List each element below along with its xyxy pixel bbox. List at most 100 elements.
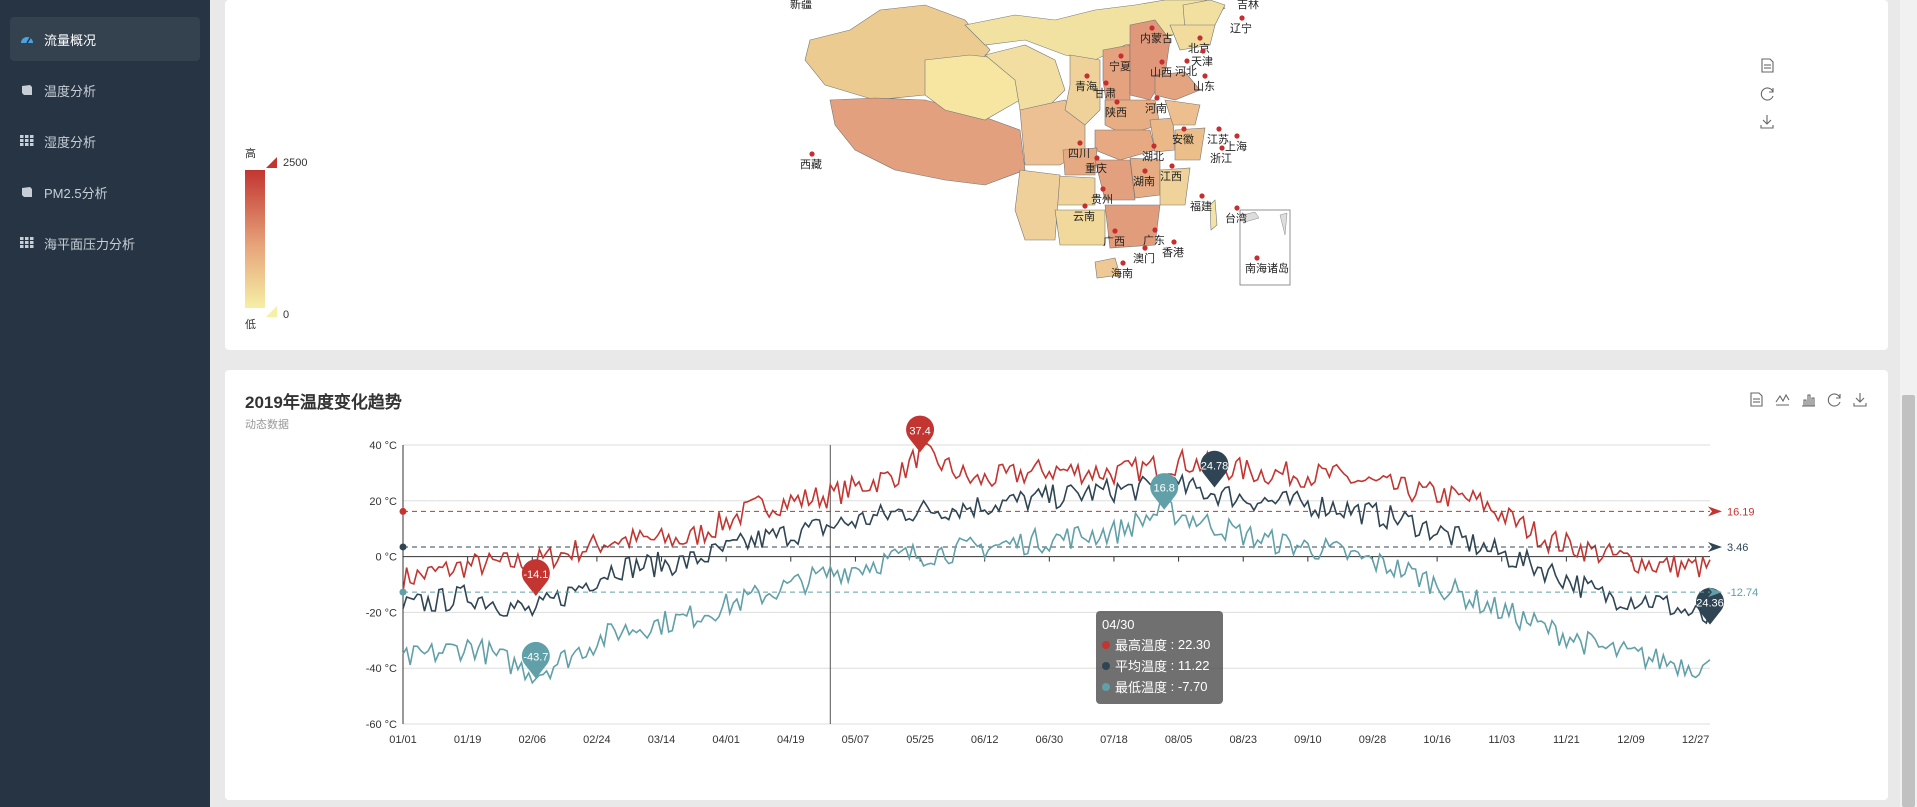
map-point[interactable] bbox=[1142, 168, 1148, 174]
icon-cell bbox=[25, 139, 29, 142]
icon-cell bbox=[20, 245, 24, 248]
map-region-label: 甘肃 bbox=[1094, 87, 1116, 100]
scrollbar-thumb[interactable] bbox=[1902, 395, 1915, 807]
map-point[interactable] bbox=[1159, 59, 1165, 65]
tooltip-row-min: 最低温度 : -7.70 bbox=[1102, 676, 1217, 697]
map-region[interactable] bbox=[1164, 99, 1201, 126]
tooltip-row-avg: 平均温度 : 11.22 bbox=[1102, 655, 1217, 676]
map-point[interactable] bbox=[1103, 80, 1109, 86]
map-region[interactable] bbox=[1104, 204, 1161, 249]
map-point[interactable] bbox=[1184, 58, 1190, 64]
icon-part bbox=[1760, 115, 1774, 129]
sidebar: 流量概况温度分析湿度分析 PM2.5分析海平面压力分析 bbox=[0, 0, 210, 807]
map-region[interactable] bbox=[1064, 54, 1101, 126]
tooltip-colon: : bbox=[1167, 637, 1178, 652]
icon-shape bbox=[22, 187, 32, 197]
map-point[interactable] bbox=[1082, 203, 1088, 209]
visual-map-bar[interactable] bbox=[245, 170, 265, 308]
restore-icon[interactable] bbox=[1760, 87, 1774, 101]
tooltip-colon: : bbox=[1167, 679, 1178, 694]
map-point[interactable] bbox=[1100, 186, 1106, 192]
map-point[interactable] bbox=[1118, 53, 1124, 59]
sidebar-item-3[interactable]: 湿度分析 bbox=[10, 119, 200, 163]
map-point[interactable] bbox=[1216, 126, 1222, 132]
map-region[interactable] bbox=[1014, 169, 1061, 241]
map-region-label: 浙江 bbox=[1210, 152, 1232, 165]
map-point[interactable] bbox=[1114, 99, 1120, 105]
icon-cell bbox=[30, 245, 34, 248]
save-image-icon[interactable] bbox=[1760, 115, 1774, 129]
icon-shape bbox=[22, 85, 32, 95]
map-region[interactable] bbox=[1169, 24, 1216, 51]
map-region-label: 海南 bbox=[1111, 266, 1133, 280]
map-point[interactable] bbox=[1197, 35, 1203, 41]
map-point[interactable] bbox=[1154, 95, 1160, 101]
vertical-scrollbar[interactable] bbox=[1900, 0, 1917, 807]
icon-cell bbox=[20, 241, 24, 244]
map-point[interactable] bbox=[1219, 145, 1225, 151]
map-region[interactable] bbox=[1209, 199, 1218, 231]
tooltip-label: 最低温度 bbox=[1115, 680, 1168, 695]
map-region-label: 重庆 bbox=[1085, 161, 1107, 175]
map-point[interactable] bbox=[1169, 163, 1175, 169]
tooltip-date: 04/30 bbox=[1102, 617, 1135, 632]
map-point[interactable] bbox=[1202, 73, 1208, 79]
sidebar-item-label: 湿度分析 bbox=[44, 134, 97, 150]
visual-map-handle-bottom[interactable] bbox=[266, 306, 277, 317]
map-point[interactable] bbox=[1077, 140, 1083, 146]
map-region[interactable] bbox=[924, 54, 1021, 121]
map-region[interactable] bbox=[829, 97, 1026, 186]
tooltip-dot-icon bbox=[1102, 640, 1110, 649]
map-region-label: 天津 bbox=[1191, 55, 1213, 68]
map-region[interactable] bbox=[1174, 127, 1206, 161]
map-region-label: 江西 bbox=[1160, 170, 1182, 183]
map-point[interactable] bbox=[1200, 48, 1206, 54]
icon-cell bbox=[25, 135, 29, 138]
map-point[interactable] bbox=[1112, 228, 1118, 234]
map-region[interactable] bbox=[1159, 167, 1191, 206]
sidebar-item-4[interactable]: PM2.5分析 bbox=[10, 170, 200, 214]
icon-cell bbox=[25, 245, 29, 248]
map-point[interactable] bbox=[1254, 255, 1260, 261]
sidebar-item-5[interactable]: 海平面压力分析 bbox=[10, 221, 200, 265]
sidebar-item-2[interactable]: 温度分析 bbox=[10, 68, 200, 112]
map-region-label: 贵州 bbox=[1091, 193, 1113, 206]
visual-map-min-label: 0 bbox=[283, 309, 289, 321]
map-point[interactable] bbox=[1120, 260, 1126, 266]
map-region[interactable] bbox=[1094, 129, 1156, 161]
dashboard-icon bbox=[21, 37, 33, 44]
data-view-icon[interactable] bbox=[1761, 58, 1774, 73]
map-point[interactable] bbox=[1142, 245, 1148, 251]
map-point[interactable] bbox=[1234, 133, 1240, 139]
map-region-label: 云南 bbox=[1073, 210, 1095, 223]
sidebar-item-label: 海平面压力分析 bbox=[44, 236, 136, 252]
icon-cell bbox=[20, 237, 24, 240]
map-point[interactable] bbox=[1234, 205, 1240, 211]
map-region[interactable] bbox=[984, 44, 1066, 111]
map-point[interactable] bbox=[1171, 239, 1177, 245]
map-point[interactable] bbox=[1199, 193, 1205, 199]
map-region-label: 南海诸岛 bbox=[1245, 261, 1289, 275]
map-region[interactable] bbox=[1054, 209, 1106, 246]
icon-cell bbox=[30, 237, 34, 240]
chart-title: 2019年温度变化趋势 bbox=[245, 393, 402, 412]
map-point[interactable] bbox=[1149, 25, 1155, 31]
map-point[interactable] bbox=[1239, 15, 1245, 21]
map-point[interactable] bbox=[1084, 73, 1090, 79]
map-region[interactable] bbox=[1094, 257, 1121, 279]
map-region[interactable] bbox=[1154, 71, 1201, 101]
map-point[interactable] bbox=[1094, 155, 1100, 161]
map-point[interactable] bbox=[1181, 126, 1187, 132]
sidebar-item-1[interactable]: 流量概况 bbox=[10, 17, 200, 61]
main-content: 高低 2500 0 新疆 内蒙古 吉林 辽宁 北京 天津 宁夏 青海 甘肃 山西 河北 山东 陕西 河南 西藏 四川… bbox=[210, 0, 1900, 807]
map-point[interactable] bbox=[1151, 143, 1157, 149]
map-region[interactable] bbox=[1062, 147, 1098, 176]
map-point[interactable] bbox=[1152, 227, 1158, 233]
tooltip-label: 最高温度 bbox=[1115, 638, 1168, 653]
map-point[interactable] bbox=[809, 151, 815, 157]
visual-map-handle-top[interactable] bbox=[266, 157, 277, 168]
tooltip-row-max: 最高温度 : 22.30 bbox=[1102, 634, 1217, 655]
map-region-label: 陕西 bbox=[1105, 105, 1127, 119]
map-region-label: 宁夏 bbox=[1109, 59, 1131, 73]
